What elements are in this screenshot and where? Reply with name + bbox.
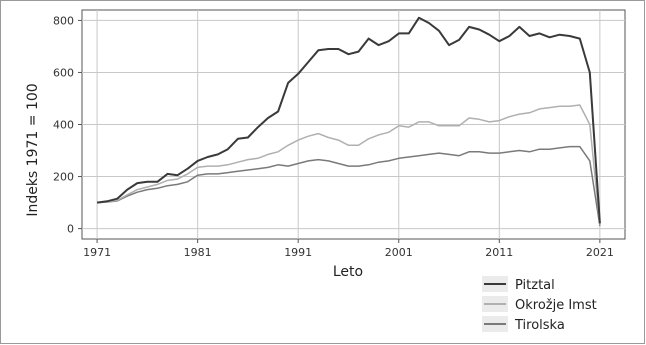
y-axis-ticks: 0 200 400 600 800 bbox=[53, 14, 82, 236]
x-tick-label: 1991 bbox=[284, 246, 312, 259]
legend: Pitztal Okrožje Imst Tirolska bbox=[482, 276, 597, 333]
legend-label: Okrožje Imst bbox=[515, 298, 597, 313]
y-tick-label: 800 bbox=[53, 14, 74, 27]
series-line-pitztal bbox=[96, 16, 601, 224]
y-axis-title: Indeks 1971 = 100 bbox=[25, 83, 41, 216]
x-tick-label: 1981 bbox=[184, 246, 212, 259]
x-axis-ticks: 1971 1981 1991 2001 2011 2021 bbox=[83, 239, 614, 259]
legend-label: Tirolska bbox=[514, 318, 565, 333]
y-tick-label: 600 bbox=[53, 66, 74, 79]
x-tick-label: 2021 bbox=[586, 246, 614, 259]
x-tick-label: 2011 bbox=[485, 246, 513, 259]
y-tick-label: 0 bbox=[67, 223, 74, 236]
x-tick-label: 1971 bbox=[83, 246, 111, 259]
series-line-tirolska bbox=[97, 145, 601, 227]
y-tick-label: 400 bbox=[53, 119, 74, 132]
x-axis-title: Leto bbox=[333, 264, 363, 280]
series-lines bbox=[96, 16, 601, 227]
x-tick-label: 2001 bbox=[385, 246, 413, 259]
gridlines bbox=[82, 10, 625, 239]
legend-label: Pitztal bbox=[515, 278, 555, 293]
y-tick-label: 200 bbox=[53, 171, 74, 184]
series-line-okro-je-imst bbox=[97, 104, 601, 225]
